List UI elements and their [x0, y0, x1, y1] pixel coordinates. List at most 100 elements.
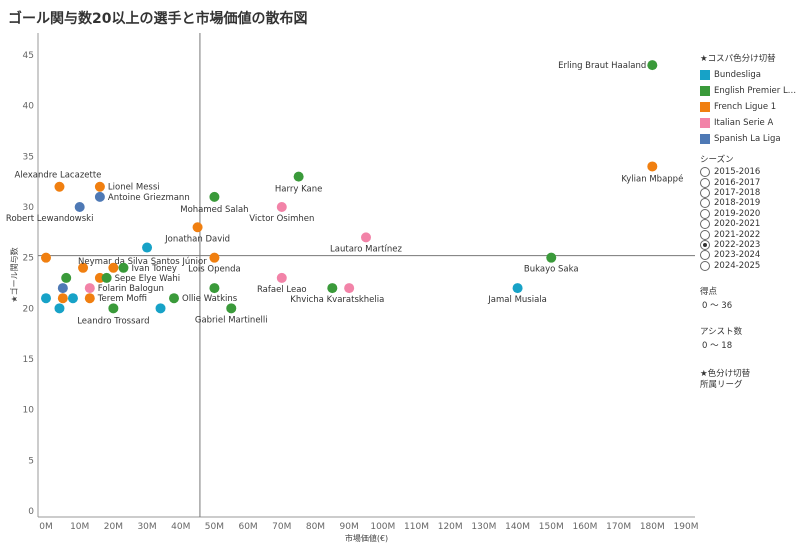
- range-filter[interactable]: アシスト数 0 〜 18: [700, 325, 800, 351]
- point-label: Gabriel Martinelli: [195, 315, 268, 325]
- point-label: Lois Openda: [188, 265, 241, 275]
- data-point[interactable]: [327, 283, 338, 294]
- radio-button-icon[interactable]: [700, 177, 710, 188]
- data-point[interactable]: [84, 283, 95, 294]
- data-point[interactable]: [54, 181, 65, 192]
- data-point[interactable]: [647, 161, 658, 172]
- data-point[interactable]: [41, 293, 51, 304]
- season-option[interactable]: 2017-2018: [700, 187, 800, 198]
- radio-button-icon[interactable]: [700, 167, 710, 178]
- legend-swatch: [700, 117, 710, 128]
- season-option[interactable]: 2020-2021: [700, 219, 800, 230]
- x-tick-label: 130M: [471, 522, 496, 532]
- legend-item[interactable]: Italian Serie A: [700, 116, 800, 129]
- legend-item[interactable]: French Ligue 1: [700, 100, 800, 113]
- x-tick-label: 160M: [572, 522, 597, 532]
- data-point[interactable]: [361, 232, 371, 243]
- x-tick-label: 190M: [674, 522, 699, 532]
- data-point[interactable]: [74, 202, 85, 212]
- data-point[interactable]: [57, 283, 68, 294]
- x-tick-label: 140M: [505, 522, 530, 532]
- season-option[interactable]: 2016-2017: [700, 177, 800, 188]
- data-point[interactable]: [101, 272, 112, 283]
- radio-button-icon[interactable]: [700, 229, 710, 240]
- point-label: Jonathan David: [164, 234, 230, 244]
- season-option[interactable]: 2022-2023: [700, 239, 800, 250]
- point-label: Victor Osimhen: [249, 214, 314, 224]
- x-tick-label: 90M: [340, 522, 359, 532]
- data-point[interactable]: [108, 303, 119, 314]
- legend-swatch: [700, 133, 710, 144]
- data-point[interactable]: [344, 283, 355, 294]
- data-point[interactable]: [209, 252, 220, 263]
- x-tick-label: 100M: [370, 522, 395, 532]
- season-option-label: 2023-2024: [714, 250, 761, 261]
- legend-label: Bundesliga: [714, 69, 761, 80]
- point-label: Antoine Griezmann: [108, 193, 190, 203]
- data-point[interactable]: [57, 293, 68, 304]
- range-filter[interactable]: 得点 0 〜 36: [700, 285, 800, 311]
- season-option[interactable]: 2019-2020: [700, 208, 800, 219]
- data-point[interactable]: [54, 303, 65, 314]
- range-filter-label: アシスト数: [700, 326, 743, 337]
- season-filter-header: シーズン: [700, 155, 734, 165]
- season-option[interactable]: 2015-2016: [700, 167, 800, 178]
- y-tick-label: 35: [23, 152, 34, 162]
- radio-button-icon[interactable]: [700, 208, 710, 219]
- legend-item[interactable]: Bundesliga: [700, 68, 800, 81]
- data-point[interactable]: [209, 283, 220, 294]
- data-point[interactable]: [209, 191, 220, 202]
- radio-button-icon[interactable]: [700, 187, 710, 198]
- data-point[interactable]: [276, 202, 287, 212]
- season-option-label: 2022-2023: [714, 239, 761, 250]
- data-point[interactable]: [155, 303, 166, 314]
- season-option-label: 2020-2021: [714, 219, 761, 230]
- season-filter[interactable]: 2015-2016 2016-2017 2017-2018 2018-2019 2019…: [700, 167, 800, 271]
- scatter-plot: 0 5 10 15 20 25 30 35 40 45 0M 10M 20M 30M 40M 50M 60M 70…: [6, 33, 699, 543]
- point-label: Jamal Musiala: [487, 295, 547, 305]
- data-point[interactable]: [94, 181, 105, 192]
- radio-button-icon[interactable]: [700, 198, 710, 209]
- x-tick-label: 40M: [171, 522, 190, 532]
- x-tick-label: 80M: [306, 522, 325, 532]
- data-point[interactable]: [169, 293, 179, 304]
- data-point[interactable]: [512, 283, 523, 294]
- x-tick-label: 0M: [39, 522, 53, 532]
- data-point[interactable]: [108, 262, 119, 273]
- legend-items: Bundesliga English Premier Lea.. French Li…: [700, 68, 800, 145]
- season-option[interactable]: 2023-2024: [700, 250, 800, 261]
- radio-button-icon[interactable]: [700, 239, 710, 250]
- legend-item[interactable]: Spanish La Liga: [700, 132, 800, 145]
- legend-item[interactable]: English Premier Lea..: [700, 84, 800, 97]
- point-label: Sepe Elye Wahi: [115, 274, 180, 284]
- radio-button-icon[interactable]: [700, 250, 710, 261]
- range-filter-label: 得点: [700, 286, 718, 297]
- data-point[interactable]: [142, 242, 153, 253]
- legend-header: ★コスパ色分け切替: [700, 54, 776, 64]
- data-point[interactable]: [647, 60, 658, 71]
- x-axis-label: 市場価値(€): [345, 533, 388, 543]
- season-option[interactable]: 2024-2025: [700, 260, 800, 271]
- season-option[interactable]: 2018-2019: [700, 198, 800, 209]
- data-point[interactable]: [226, 303, 237, 314]
- data-point[interactable]: [546, 252, 557, 263]
- data-point[interactable]: [61, 272, 72, 283]
- radio-button-icon[interactable]: [700, 219, 710, 230]
- data-point[interactable]: [192, 222, 203, 233]
- point-label: Harry Kane: [275, 185, 322, 195]
- point-label: Mohamed Salah: [180, 205, 248, 215]
- data-point[interactable]: [84, 293, 95, 304]
- data-point[interactable]: [67, 293, 78, 304]
- x-tick-label: 180M: [640, 522, 665, 532]
- data-point[interactable]: [78, 262, 89, 273]
- radio-button-icon[interactable]: [700, 260, 710, 271]
- data-point[interactable]: [276, 272, 287, 283]
- data-point[interactable]: [293, 171, 304, 182]
- data-point[interactable]: [94, 191, 105, 202]
- data-point[interactable]: [41, 252, 51, 263]
- season-option-label: 2017-2018: [714, 187, 761, 198]
- season-option[interactable]: 2021-2022: [700, 229, 800, 240]
- data-point[interactable]: [118, 262, 129, 273]
- point-label: Alexandre Lacazette: [14, 171, 101, 181]
